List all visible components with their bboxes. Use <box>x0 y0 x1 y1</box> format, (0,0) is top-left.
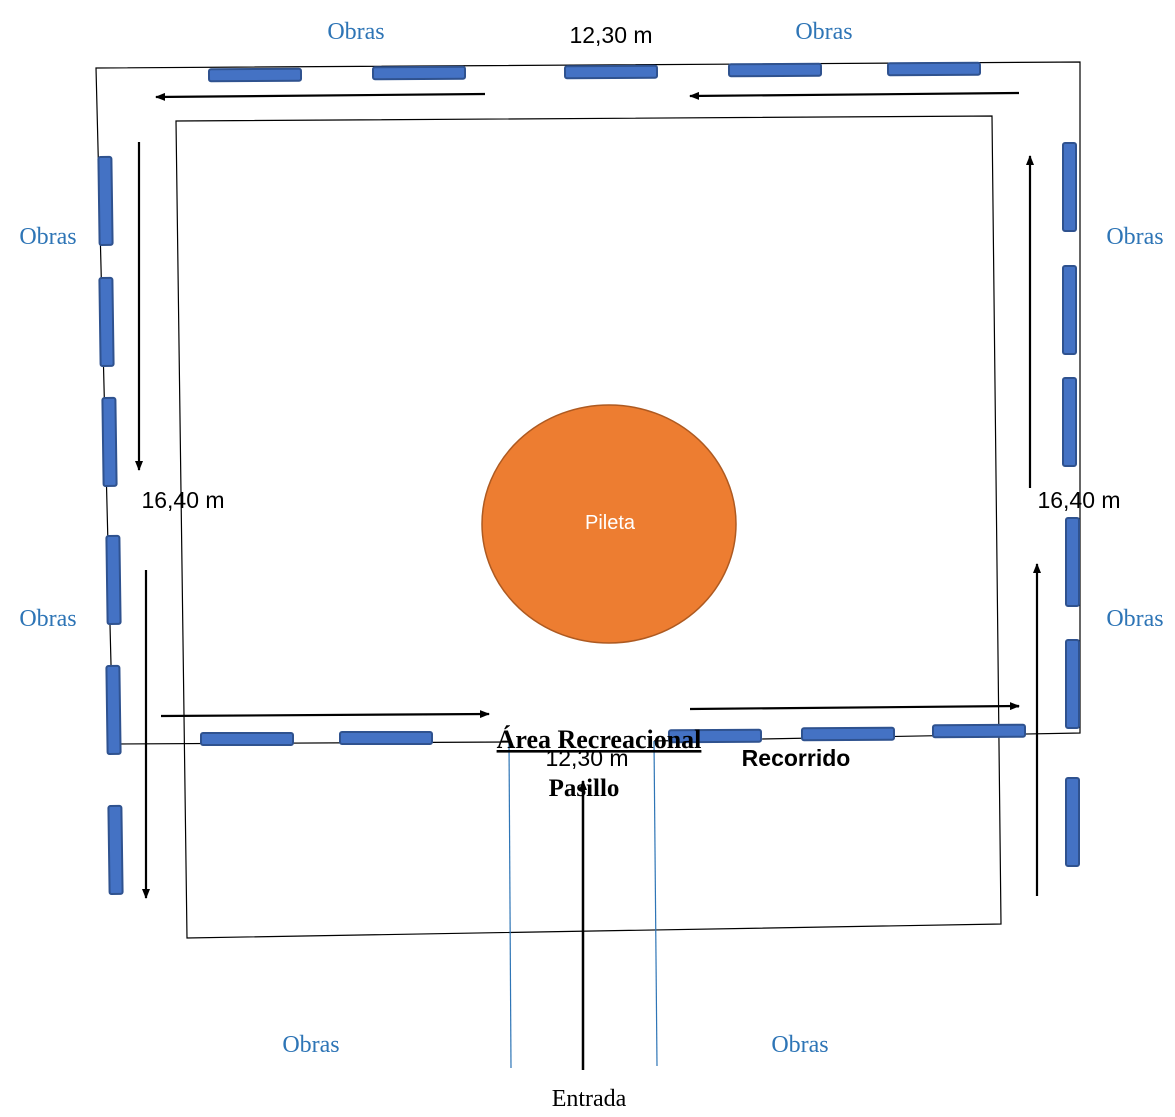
area-recreacional-title: Área Recreacional <box>497 725 702 754</box>
pileta-label: Pileta <box>585 512 636 534</box>
entrada-label: Entrada <box>552 1086 627 1112</box>
pasillo-label: Pasillo <box>549 775 620 802</box>
obra-block <box>1065 517 1080 607</box>
route-arrow-top-left <box>155 92 486 101</box>
obras-label-bottom-left: Obras <box>282 1032 339 1058</box>
obra-block <box>800 726 896 742</box>
obra-block <box>207 67 303 83</box>
obra-block <box>886 61 982 77</box>
obra-block <box>97 155 114 247</box>
obra-block <box>1062 265 1077 355</box>
obra-block <box>107 804 124 896</box>
obra-block <box>105 664 122 756</box>
dimension-right: 16,40 m <box>1037 487 1120 513</box>
obras-label-bottom-right: Obras <box>771 1032 828 1058</box>
dimension-bottom: 12,30 m <box>545 745 628 771</box>
obra-block <box>200 732 294 746</box>
route-arrow-bottom-left <box>160 710 490 719</box>
obra-block <box>339 731 433 745</box>
obra-block <box>1062 377 1077 467</box>
inner-wall <box>175 115 1002 939</box>
route-arrow-top-right <box>689 91 1020 100</box>
obra-block <box>101 396 118 488</box>
obra-block <box>667 728 763 744</box>
obra-block <box>1062 142 1077 232</box>
obras-label-top-right: Obras <box>795 19 852 45</box>
obras-label-top-left: Obras <box>327 19 384 45</box>
obras-label-left-upper: Obras <box>19 224 76 250</box>
dimension-left: 16,40 m <box>141 487 224 513</box>
pileta-pool <box>481 404 737 644</box>
obra-block <box>371 65 467 81</box>
route-arrow-bottom-right <box>689 702 1020 711</box>
dimension-top: 12,30 m <box>569 22 652 48</box>
obra-block <box>1065 777 1080 867</box>
obras-label-right-lower: Obras <box>1106 606 1163 632</box>
obras-label-right-upper: Obras <box>1106 224 1163 250</box>
obra-block <box>1065 639 1080 729</box>
obra-block <box>727 62 823 78</box>
obras-label-left-lower: Obras <box>19 606 76 632</box>
recorrido-label: Recorrido <box>742 745 851 771</box>
obra-block <box>105 534 122 626</box>
obra-block <box>931 723 1027 739</box>
obra-block <box>563 64 659 80</box>
obra-block <box>98 276 115 368</box>
entrance-wall-left <box>508 741 512 1069</box>
entrance-wall-right <box>653 740 658 1067</box>
